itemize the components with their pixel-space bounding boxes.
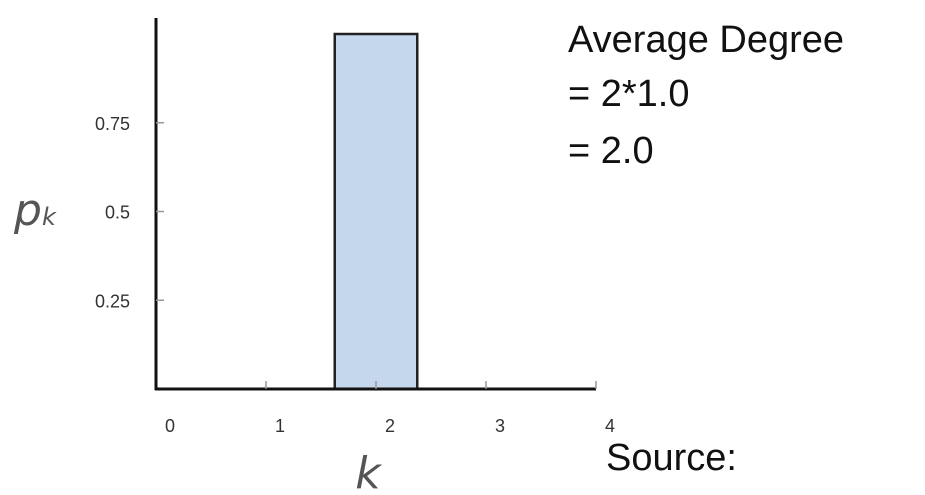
source-label: Source: <box>606 436 737 480</box>
y-tick-label: 0.75 <box>95 114 130 134</box>
bar-k-2 <box>335 34 418 389</box>
x-tick-label: 1 <box>275 416 285 436</box>
average-degree-formula: = 2*1.0 <box>568 72 690 116</box>
x-tick-label: 4 <box>605 416 615 436</box>
bars-layer <box>335 34 418 389</box>
x-tick-label: 2 <box>385 416 395 436</box>
y-axis-label-subscript: k <box>42 203 57 231</box>
average-degree-result: = 2.0 <box>568 129 654 173</box>
average-degree-title: Average Degree <box>568 18 844 62</box>
y-axis-label: pk <box>13 185 57 236</box>
y-tick-label: 0.5 <box>105 203 130 223</box>
x-axis-label: k <box>355 448 382 495</box>
y-axis-label-main: p <box>13 185 42 236</box>
y-ticks: 0.25 0.5 0.75 <box>95 114 164 312</box>
x-tick-label: 0 <box>165 416 175 436</box>
x-tick-label: 3 <box>495 416 505 436</box>
y-tick-label: 0.25 <box>95 291 130 311</box>
